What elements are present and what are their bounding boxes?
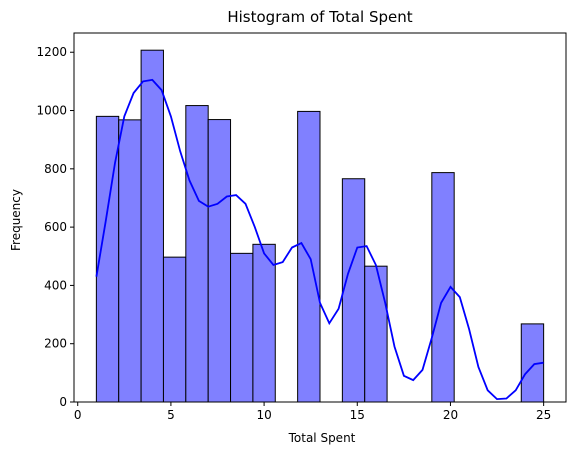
y-axis-label: Frequency (9, 189, 23, 251)
x-tick-label: 5 (167, 408, 175, 422)
x-tick-label: 0 (74, 408, 82, 422)
x-tick-label: 25 (536, 408, 551, 422)
histogram-bar (364, 265, 388, 403)
x-axis-label: Total Spent (288, 431, 356, 445)
kde-line (95, 78, 544, 401)
y-axis-ticks: 0 200 400 600 800 1000 1200 (36, 45, 74, 409)
histogram-bar (162, 256, 187, 403)
x-tick-label: 20 (443, 408, 458, 422)
y-tick-label: 600 (44, 220, 67, 234)
y-tick-label: 400 (44, 278, 67, 292)
x-tick-label: 10 (256, 408, 271, 422)
histogram-bar (140, 49, 164, 403)
histogram-bar (118, 119, 142, 403)
chart-title: Histogram of Total Spent (227, 8, 412, 26)
histogram-bar (252, 243, 276, 403)
histogram-bar (341, 178, 366, 403)
histogram-bars (95, 49, 545, 403)
x-axis-ticks: 0 5 10 15 20 25 (74, 402, 551, 422)
histogram-bar (230, 252, 254, 403)
plot-frame (73, 32, 567, 403)
y-tick-label: 1200 (36, 45, 67, 59)
y-tick-label: 1000 (36, 104, 67, 118)
y-tick-label: 800 (44, 162, 67, 176)
y-tick-label: 0 (59, 395, 67, 409)
x-tick-label: 15 (350, 408, 365, 422)
y-tick-label: 200 (44, 337, 67, 351)
histogram-bar (207, 119, 232, 403)
histogram-bar (185, 105, 209, 403)
